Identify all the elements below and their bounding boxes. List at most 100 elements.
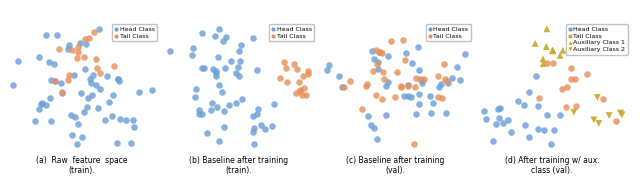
Point [339, 85, 349, 88]
Point [218, 90, 228, 93]
Point [79, 38, 90, 41]
Point [221, 36, 231, 39]
Point [108, 115, 118, 118]
Point [234, 74, 244, 78]
Point [506, 131, 516, 134]
Point [479, 109, 489, 112]
Point [84, 37, 94, 40]
Point [433, 85, 444, 88]
Point [89, 31, 99, 34]
Point [452, 65, 463, 69]
Point [113, 79, 124, 82]
Point [30, 120, 40, 123]
Point [324, 63, 335, 66]
Point [36, 103, 47, 106]
Point [403, 84, 413, 87]
Point [373, 61, 383, 64]
Point [303, 69, 314, 72]
Point [193, 108, 204, 111]
Point [248, 131, 258, 134]
Point [231, 72, 241, 75]
Point [365, 124, 376, 127]
Point [373, 68, 383, 71]
Point [566, 77, 577, 80]
Point [45, 78, 56, 81]
Point [73, 122, 83, 125]
Point [282, 80, 292, 83]
Point [248, 115, 259, 118]
Point [115, 118, 125, 121]
Point [134, 91, 145, 94]
Point [63, 79, 73, 82]
Point [518, 103, 529, 107]
Point [299, 86, 309, 89]
Point [410, 85, 420, 89]
Point [417, 82, 428, 85]
Point [208, 67, 218, 70]
Point [85, 77, 95, 80]
Point [411, 113, 421, 116]
Point [233, 66, 243, 69]
Point [524, 91, 534, 94]
Point [294, 80, 304, 83]
Point [40, 33, 51, 36]
Point [520, 124, 531, 127]
Legend: Head Class, Tail Class: Head Class, Tail Class [269, 24, 314, 41]
Point [369, 127, 379, 130]
Point [100, 119, 110, 122]
Point [385, 40, 396, 43]
Point [120, 119, 131, 122]
Point [63, 47, 73, 50]
Point [113, 77, 123, 80]
Point [280, 66, 291, 69]
Point [524, 135, 534, 138]
Point [64, 73, 74, 76]
Point [111, 141, 122, 144]
Point [534, 96, 545, 99]
Point [447, 27, 457, 30]
Point [369, 58, 380, 61]
Point [72, 57, 83, 60]
Legend: Head Class, Tail Class: Head Class, Tail Class [112, 24, 157, 41]
Point [83, 96, 93, 99]
Point [301, 93, 311, 96]
Point [88, 73, 98, 76]
Point [503, 118, 513, 121]
Point [147, 88, 157, 91]
Point [196, 31, 207, 34]
Point [345, 79, 355, 83]
Point [372, 137, 383, 140]
Point [598, 98, 608, 101]
Point [67, 48, 77, 51]
Legend: Head Class, Tail Class, Auxiliary Class 1, Auxiliary Class 2: Head Class, Tail Class, Auxiliary Class … [566, 24, 628, 55]
Point [129, 125, 139, 128]
Point [381, 85, 391, 88]
Point [481, 118, 491, 121]
Point [513, 99, 523, 103]
Point [604, 114, 614, 117]
Point [198, 67, 209, 70]
Point [234, 49, 244, 52]
Point [79, 110, 90, 113]
Point [428, 102, 438, 105]
Point [72, 142, 82, 146]
Point [102, 74, 112, 77]
Point [56, 90, 67, 93]
Point [195, 113, 205, 116]
Point [230, 102, 241, 105]
Point [440, 78, 451, 81]
Point [196, 67, 207, 70]
Point [236, 43, 246, 46]
Point [237, 98, 248, 101]
Point [561, 105, 571, 108]
Point [493, 116, 504, 119]
Point [109, 64, 120, 67]
Point [211, 69, 221, 72]
Point [93, 27, 104, 30]
Point [406, 95, 416, 98]
Point [49, 63, 59, 66]
Point [356, 108, 367, 111]
Point [248, 36, 258, 39]
Point [76, 92, 86, 95]
Point [207, 102, 218, 105]
